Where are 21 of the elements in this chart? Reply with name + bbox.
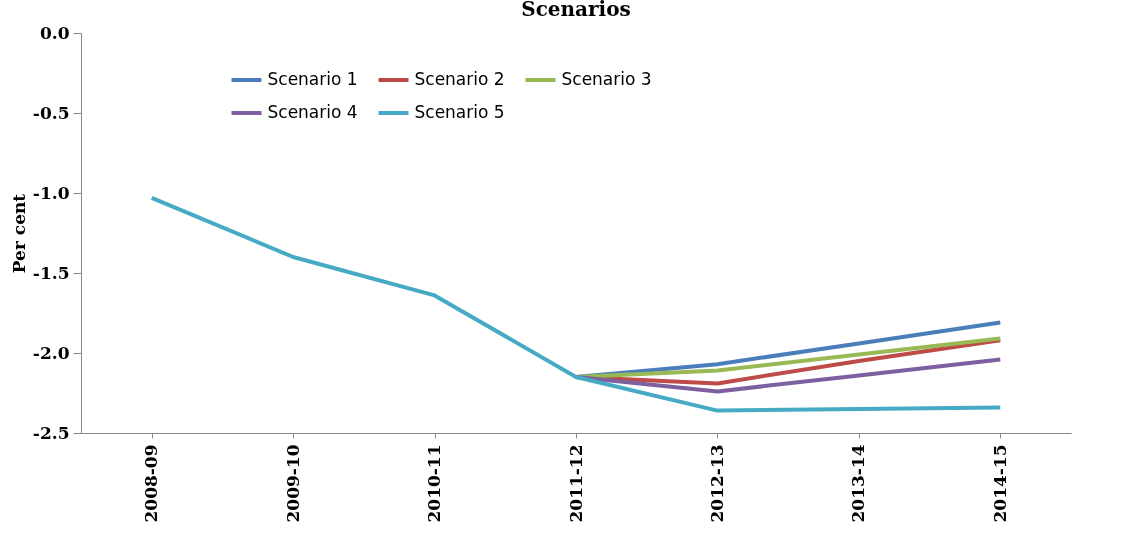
y-axis-title: Per cent <box>8 193 29 274</box>
x-tick-label: 2008-09 <box>141 444 162 523</box>
y-tick-label: -1.5 <box>32 262 70 283</box>
x-tick-label: 2014-15 <box>989 444 1010 523</box>
y-tick-label: -2.5 <box>32 422 70 443</box>
line-series <box>149 195 1003 413</box>
y-tick-label: -0.5 <box>32 102 70 123</box>
y-tick-label: -2.0 <box>32 342 70 363</box>
legend-label: Scenario 5 <box>414 102 505 122</box>
legend-label: Scenario 4 <box>267 102 358 122</box>
chart-title: Scenarios <box>521 0 631 21</box>
legend-label: Scenario 3 <box>561 69 652 89</box>
legend-label: Scenario 2 <box>414 69 505 89</box>
y-tick-label: 0.0 <box>39 22 70 43</box>
x-tick-label: 2010-11 <box>424 444 445 523</box>
x-tick-label: 2013-14 <box>848 444 869 523</box>
x-tick-label: 2009-10 <box>282 444 303 523</box>
legend-label: Scenario 1 <box>267 69 358 89</box>
x-tick-label: 2012-13 <box>706 444 727 523</box>
x-tick-label: 2011-12 <box>565 444 586 523</box>
y-tick-label: -1.0 <box>32 182 70 203</box>
